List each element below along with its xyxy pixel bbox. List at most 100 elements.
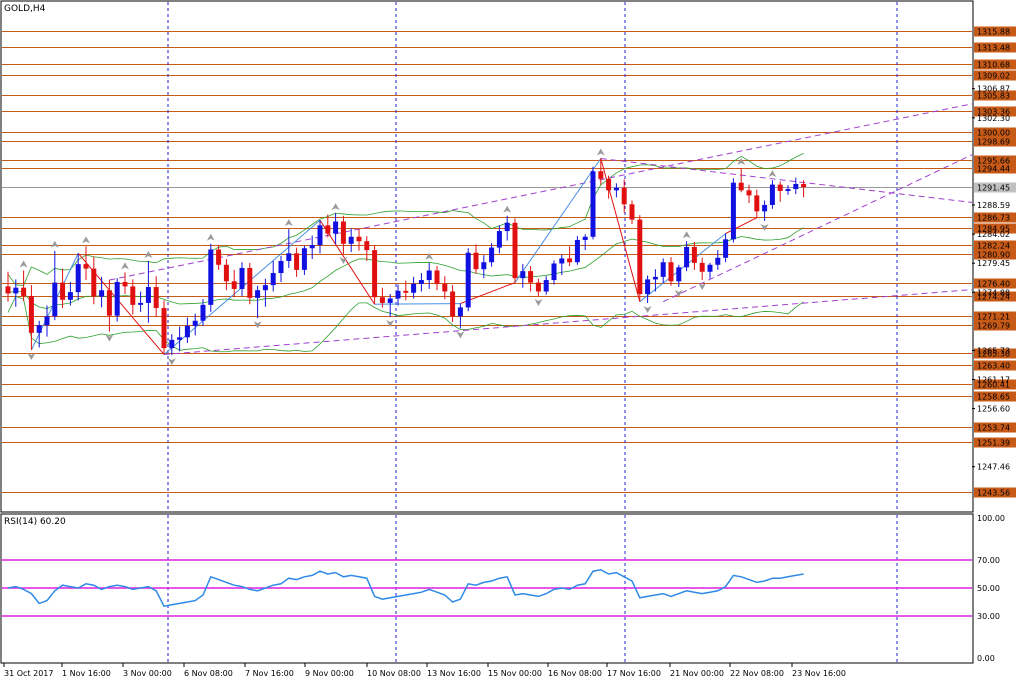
candle-body: [426, 270, 432, 281]
candle-body: [177, 337, 183, 340]
candle-body: [83, 264, 89, 269]
level-price-tag: [974, 311, 1016, 322]
fractal-down-marker: [643, 305, 652, 313]
candle-body: [340, 221, 346, 244]
level-price-label: 1310.68: [977, 61, 1010, 70]
candle-body: [153, 287, 159, 309]
candle-body: [715, 257, 721, 265]
level-price-tag: [974, 42, 1016, 53]
x-tick-label: 22 Nov 08:00: [730, 669, 784, 678]
x-tick-label: 13 Nov 16:00: [427, 669, 481, 678]
candle-body: [114, 281, 120, 316]
fractal-down-marker: [27, 353, 36, 361]
candle-body: [75, 264, 81, 293]
candle-body: [184, 325, 190, 338]
fractal-up-marker: [768, 170, 777, 178]
fractal-up-marker: [503, 205, 512, 213]
candle-body: [504, 222, 510, 232]
candle-body: [652, 276, 658, 280]
candle-body: [489, 247, 495, 263]
x-tick-label: 15 Nov 00:00: [488, 669, 542, 678]
candle-body: [769, 184, 775, 205]
candle-body: [231, 281, 237, 289]
rsi-tick-label: 30.00: [977, 612, 1000, 621]
level-price-label: 1271.21: [977, 313, 1010, 322]
candle-body: [52, 282, 58, 317]
x-tick-label: 10 Nov 08:00: [367, 669, 421, 678]
x-tick-label: 16 Nov 08:00: [548, 669, 602, 678]
candle-body: [629, 204, 635, 220]
candle-body: [668, 262, 674, 282]
price-axis: 1315.88 1313.48 1310.68 1309.02 1305.83 1303.…: [972, 26, 1016, 498]
y-tick-label: 1306.87: [977, 85, 1010, 94]
candle-body: [777, 184, 783, 191]
candle-body: [317, 225, 323, 246]
candle-body: [528, 271, 534, 283]
fractal-down-marker: [105, 334, 114, 342]
candle-body: [481, 262, 487, 270]
fractal-down-marker: [253, 321, 262, 329]
level-price-label: 1274.24: [977, 293, 1010, 302]
level-price-label: 1265.30: [977, 350, 1010, 359]
candle-body: [543, 280, 549, 292]
candle-body: [145, 287, 151, 303]
candle-body: [676, 267, 682, 282]
candle-body: [138, 302, 144, 305]
x-tick-label: 7 Nov 16:00: [245, 669, 294, 678]
level-price-tag: [974, 90, 1016, 101]
fractal-down-marker: [167, 358, 176, 366]
level-price-label: 1313.48: [977, 44, 1010, 53]
rsi-tick-label: 50.00: [977, 584, 1000, 593]
candle-body: [684, 246, 690, 268]
x-tick-label: 17 Nov 16:00: [607, 669, 661, 678]
fractal-up-marker: [206, 233, 215, 241]
fractal-up-marker: [596, 148, 605, 156]
level-price-label: 1258.65: [977, 393, 1010, 402]
candle-body: [379, 297, 385, 303]
candle-body: [801, 183, 807, 188]
fractal-up-marker: [682, 231, 691, 239]
fractal-markers: [19, 148, 777, 366]
fractal-down-marker: [386, 319, 395, 327]
level-price-tag: [974, 487, 1016, 498]
level-price-label: 1260.41: [977, 381, 1010, 390]
candle-body: [660, 262, 666, 277]
chart-title: GOLD,H4: [4, 4, 46, 14]
trend-channel: [109, 103, 973, 355]
candle-body: [130, 286, 136, 305]
candle-body: [364, 241, 370, 251]
candle-body: [91, 268, 97, 297]
fractal-up-marker: [121, 262, 129, 270]
zigzag-segment: [725, 217, 758, 235]
level-price-tag: [974, 26, 1016, 37]
candle-body: [551, 263, 557, 281]
level-price-tag: [974, 127, 1016, 138]
candle-body: [520, 271, 526, 279]
y-tick-label: 1279.45: [977, 259, 1010, 268]
candle-body: [707, 264, 713, 272]
candle-body: [574, 239, 580, 263]
level-price-tag: [974, 212, 1016, 223]
candle-body: [793, 183, 799, 190]
level-price-tag: [974, 59, 1016, 70]
candle-body: [5, 286, 11, 294]
fractal-down-marker: [456, 331, 465, 339]
candle-body: [67, 292, 73, 300]
candle-body: [738, 182, 744, 191]
candle-body: [730, 182, 736, 240]
candle-body: [106, 290, 112, 316]
candle-body: [372, 250, 378, 298]
candle-body: [21, 287, 27, 296]
level-price-tag: [974, 223, 1016, 234]
candle-body: [122, 281, 128, 287]
candle-body: [598, 171, 604, 179]
candle-body: [161, 308, 167, 349]
bollinger-lower-line: [7, 295, 804, 353]
candle-body: [208, 249, 214, 305]
channel-lower-line: [163, 289, 973, 355]
main-pane-frame: [0, 0, 974, 513]
level-price-tag: [974, 379, 1016, 390]
zigzag-segment: [514, 158, 602, 283]
fractal-up-marker: [331, 203, 340, 211]
level-price-tag: [974, 70, 1016, 81]
